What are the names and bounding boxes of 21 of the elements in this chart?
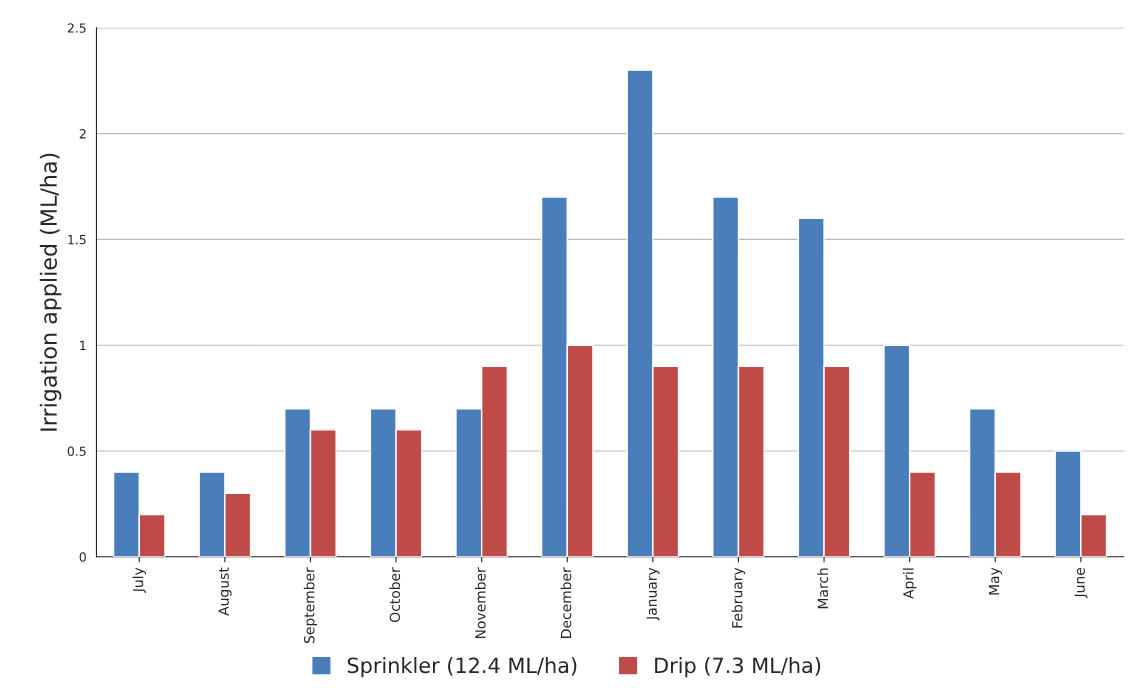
legend-label: Sprinkler (12.4 ML/ha) [347,657,577,678]
x-tick-label: May [988,567,1002,595]
x-tick-label: June [1074,567,1088,599]
x-tick-label: December [560,567,572,638]
y-tick-label: 1 [80,340,86,350]
x-tick-label: April [902,568,917,599]
legend-label: Drip (7.3 ML/ha) [655,657,821,678]
x-tick-label: July [132,567,146,593]
x-tick-label: February [731,567,746,628]
x-tick-label: August [218,567,232,616]
y-tick-label: 0.5 [67,446,86,456]
y-tick-label: 0 [79,552,86,562]
x-tick-label: March [817,568,829,609]
y-axis-title: Irrigation applied (ML/ha) [39,153,62,431]
x-tick-label: November [474,567,486,639]
y-tick-label: 2.5 [67,23,86,33]
y-tick-label: 2 [79,129,86,139]
x-tick-label: January [646,567,660,621]
y-tick-label: 1.5 [68,235,86,245]
x-tick-label: September [303,567,318,644]
x-tick-label: October [389,567,401,623]
